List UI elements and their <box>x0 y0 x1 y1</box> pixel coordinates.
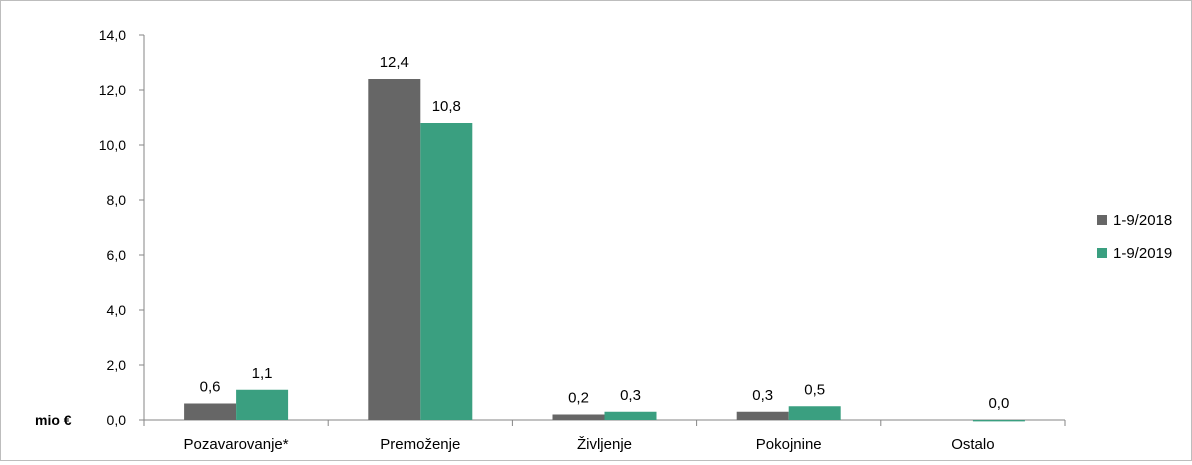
x-tick-label: Pokojnine <box>756 436 822 453</box>
x-tick-label: Ostalo <box>951 436 994 453</box>
data-label: 12,4 <box>380 54 409 71</box>
legend-label: 1-9/2019 <box>1113 245 1172 262</box>
x-tick-label: Pozavarovanje* <box>184 436 289 453</box>
data-labels: 0,6 1,1 12,4 10,8 0,2 0,3 0,3 0,5 0,0 <box>200 54 1010 412</box>
data-label: 0,0 <box>988 395 1009 412</box>
legend-label: 1-9/2018 <box>1113 212 1172 229</box>
y-tick-label: 10,0 <box>99 137 126 153</box>
x-tick-label: Življenje <box>577 436 632 453</box>
bar-1-9/2018 <box>368 79 421 420</box>
y-tick-label: 0,0 <box>107 412 127 428</box>
data-label: 0,2 <box>568 390 589 407</box>
data-label: 0,6 <box>200 379 221 396</box>
bar-1-9/2018 <box>736 411 789 420</box>
y-tick-label: 4,0 <box>107 302 127 318</box>
data-label: 10,8 <box>432 98 461 115</box>
data-label: 0,3 <box>620 387 641 404</box>
bar-1-9/2019 <box>604 411 657 420</box>
bars <box>184 79 1025 422</box>
data-label: 1,1 <box>252 365 273 382</box>
legend-swatch <box>1097 248 1107 258</box>
y-tick-label: 2,0 <box>107 357 127 373</box>
x-tick-label: Premoženje <box>380 436 460 453</box>
bar-1-9/2019 <box>236 389 289 420</box>
data-label: 0,3 <box>752 387 773 404</box>
legend: 1-9/2018 1-9/2019 <box>1097 212 1172 262</box>
data-label: 0,5 <box>804 381 825 398</box>
y-tick-label: 6,0 <box>107 247 127 263</box>
unit-label: mio € <box>35 412 72 428</box>
legend-swatch <box>1097 215 1107 225</box>
y-tick-label: 12,0 <box>99 82 126 98</box>
y-tick-label: 14,0 <box>99 27 126 43</box>
y-tick-label: 8,0 <box>107 192 127 208</box>
bar-1-9/2019 <box>972 420 1025 422</box>
y-axis: 0,0 2,0 4,0 6,0 8,0 10,0 12,0 14,0 <box>99 27 145 428</box>
bar-1-9/2018 <box>184 403 237 420</box>
x-axis: Pozavarovanje* Premoženje Življenje Pokojni… <box>143 419 1066 453</box>
bar-1-9/2018 <box>552 414 605 420</box>
bar-1-9/2019 <box>420 123 473 420</box>
bar-1-9/2019 <box>788 406 841 420</box>
